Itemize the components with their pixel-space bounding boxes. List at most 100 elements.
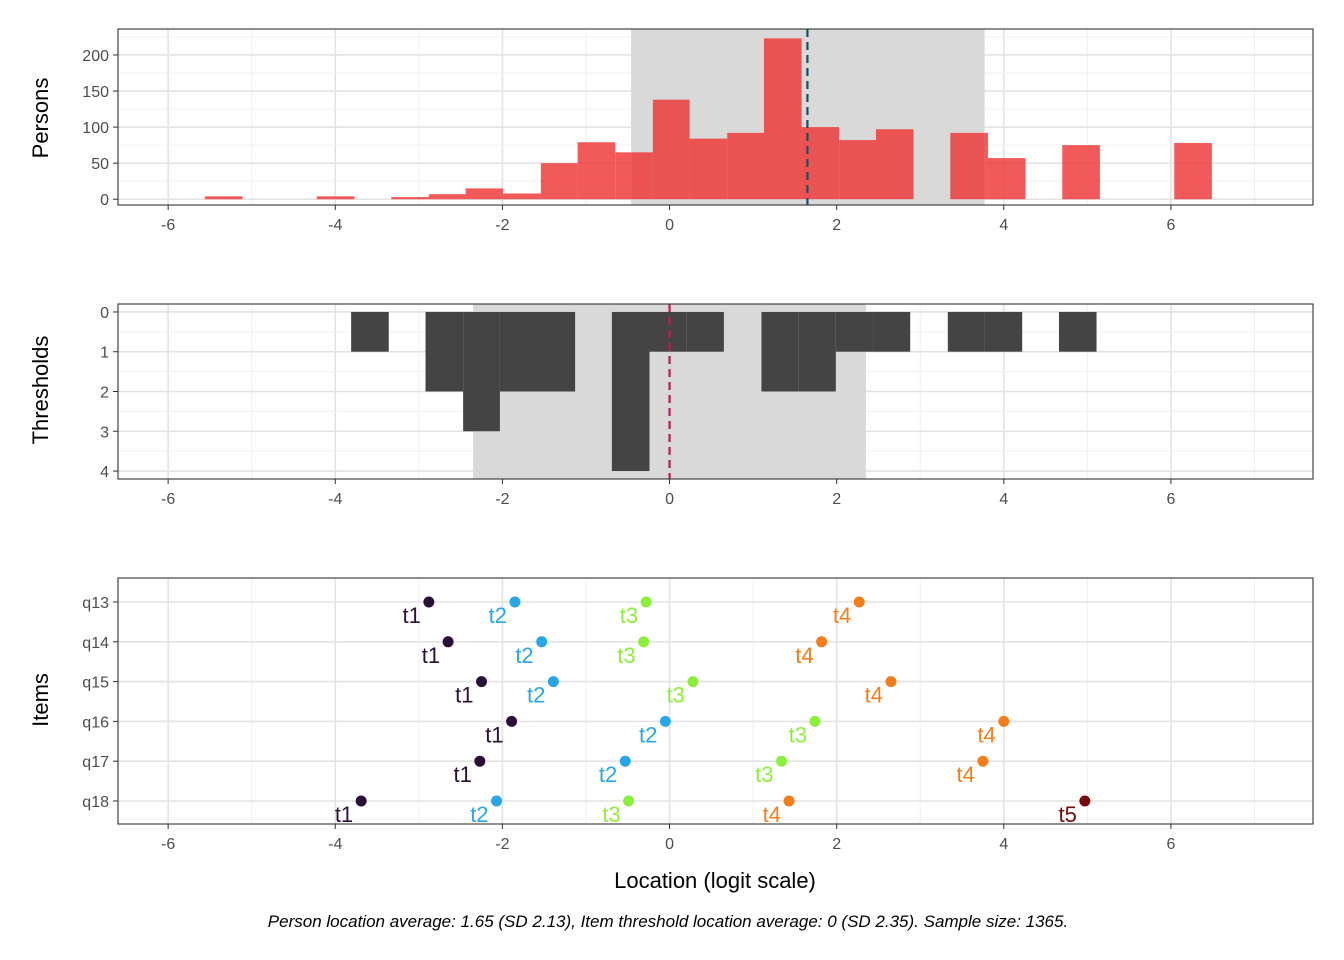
items-panel: t1t1t1t1t1t1t2t2t2t2t2t2t3t3t3t3t3t3t4t4… <box>82 577 1314 853</box>
threshold-point <box>423 596 435 608</box>
threshold-label: t1 <box>335 802 353 827</box>
x-axis-title: Location (logit scale) <box>614 868 816 893</box>
panel-border <box>117 28 1314 206</box>
x-tick-label: -4 <box>328 491 342 508</box>
histogram-bar <box>1058 311 1097 352</box>
histogram-bar <box>503 193 541 200</box>
panel-background <box>118 578 1313 824</box>
x-tick-label: 6 <box>1166 491 1175 508</box>
threshold-label: t2 <box>599 762 617 787</box>
histogram-bar <box>615 152 632 200</box>
histogram-bar <box>391 197 429 200</box>
threshold-label: t1 <box>455 683 473 708</box>
histogram-bar <box>649 311 687 352</box>
histogram-bar <box>761 311 799 392</box>
threshold-label: t1 <box>403 603 421 628</box>
histogram-bar <box>984 132 988 200</box>
threshold-point <box>638 636 650 648</box>
histogram-bar <box>1062 145 1100 200</box>
threshold-point <box>809 715 821 727</box>
threshold-point <box>977 755 989 767</box>
thresholds-y-axis-title: Thresholds <box>28 336 53 445</box>
item-label: q17 <box>82 754 109 771</box>
threshold-label: t4 <box>795 643 813 668</box>
histogram-bar <box>652 99 690 200</box>
threshold-point <box>816 636 828 648</box>
threshold-point <box>776 755 788 767</box>
threshold-label: t4 <box>865 683 883 708</box>
histogram-bar <box>839 140 876 200</box>
y-tick-label: 200 <box>82 48 109 65</box>
x-tick-label: -6 <box>161 491 175 508</box>
threshold-label: t3 <box>602 802 620 827</box>
y-tick-label: 100 <box>82 120 109 137</box>
threshold-point <box>640 596 652 608</box>
x-tick-label: 0 <box>665 836 674 853</box>
persons-panel: 0 50 100 150 200 -6 -4 -2 0 2 4 6 <box>82 28 1314 234</box>
threshold-point <box>619 755 631 767</box>
histogram-bar <box>204 196 243 200</box>
persons-y-axis-title: Persons <box>28 78 53 159</box>
histogram-bar <box>537 311 576 392</box>
x-tick-label: -2 <box>495 217 509 234</box>
histogram-bar <box>798 311 836 392</box>
histogram-bar <box>540 163 578 200</box>
histogram-bar <box>987 158 1026 200</box>
histogram-bar <box>727 132 764 200</box>
threshold-label: t4 <box>763 802 781 827</box>
item-label: q15 <box>82 675 109 692</box>
histogram-bar <box>425 311 464 392</box>
item-label: q16 <box>82 714 109 731</box>
threshold-label: t3 <box>789 722 807 747</box>
histogram-bar <box>577 142 616 200</box>
threshold-point <box>547 676 559 688</box>
y-tick-label: 1 <box>100 345 109 362</box>
histogram-bar <box>631 152 653 200</box>
y-tick-label: 3 <box>100 424 109 441</box>
threshold-label: t2 <box>515 643 533 668</box>
histogram-bar <box>465 188 504 200</box>
threshold-label: t3 <box>617 643 635 668</box>
threshold-label: t4 <box>977 722 995 747</box>
chart-caption: Person location average: 1.65 (SD 2.13),… <box>268 912 1068 931</box>
x-tick-label: 6 <box>1166 217 1175 234</box>
histogram-bar <box>1174 142 1212 200</box>
y-tick-label: 50 <box>91 156 109 173</box>
item-label: q18 <box>82 794 109 811</box>
x-tick-label: 0 <box>665 491 674 508</box>
x-tick-label: 2 <box>832 836 841 853</box>
threshold-label: t4 <box>833 603 851 628</box>
threshold-point <box>509 596 521 608</box>
y-tick-label: 4 <box>100 464 109 481</box>
x-tick-label: -4 <box>328 217 342 234</box>
threshold-point <box>506 715 518 727</box>
histogram-bar <box>428 194 466 200</box>
thresholds-panel: 0 1 2 3 4 -6 -4 -2 0 2 4 6 <box>100 303 1314 508</box>
histogram-bar <box>873 311 911 352</box>
histogram-bar <box>611 311 650 472</box>
y-tick-label: 0 <box>100 192 109 209</box>
threshold-point <box>783 795 795 807</box>
x-tick-label: -2 <box>495 491 509 508</box>
threshold-point <box>536 636 548 648</box>
histogram-bar <box>351 311 389 352</box>
item-label: q14 <box>82 635 109 652</box>
x-tick-label: -6 <box>161 217 175 234</box>
x-tick-label: 2 <box>832 491 841 508</box>
threshold-point <box>623 795 635 807</box>
threshold-label: t3 <box>620 603 638 628</box>
threshold-label: t2 <box>639 722 657 747</box>
threshold-label: t1 <box>453 762 471 787</box>
threshold-point <box>885 676 897 688</box>
x-tick-label: 2 <box>832 217 841 234</box>
threshold-point <box>659 715 671 727</box>
histogram-bar <box>875 129 914 200</box>
histogram-bar <box>463 311 500 432</box>
histogram-bar <box>499 311 538 392</box>
threshold-point <box>355 795 367 807</box>
threshold-point <box>687 676 699 688</box>
histogram-bar <box>686 311 724 352</box>
histogram-bar <box>950 132 985 200</box>
threshold-label: t2 <box>527 683 545 708</box>
